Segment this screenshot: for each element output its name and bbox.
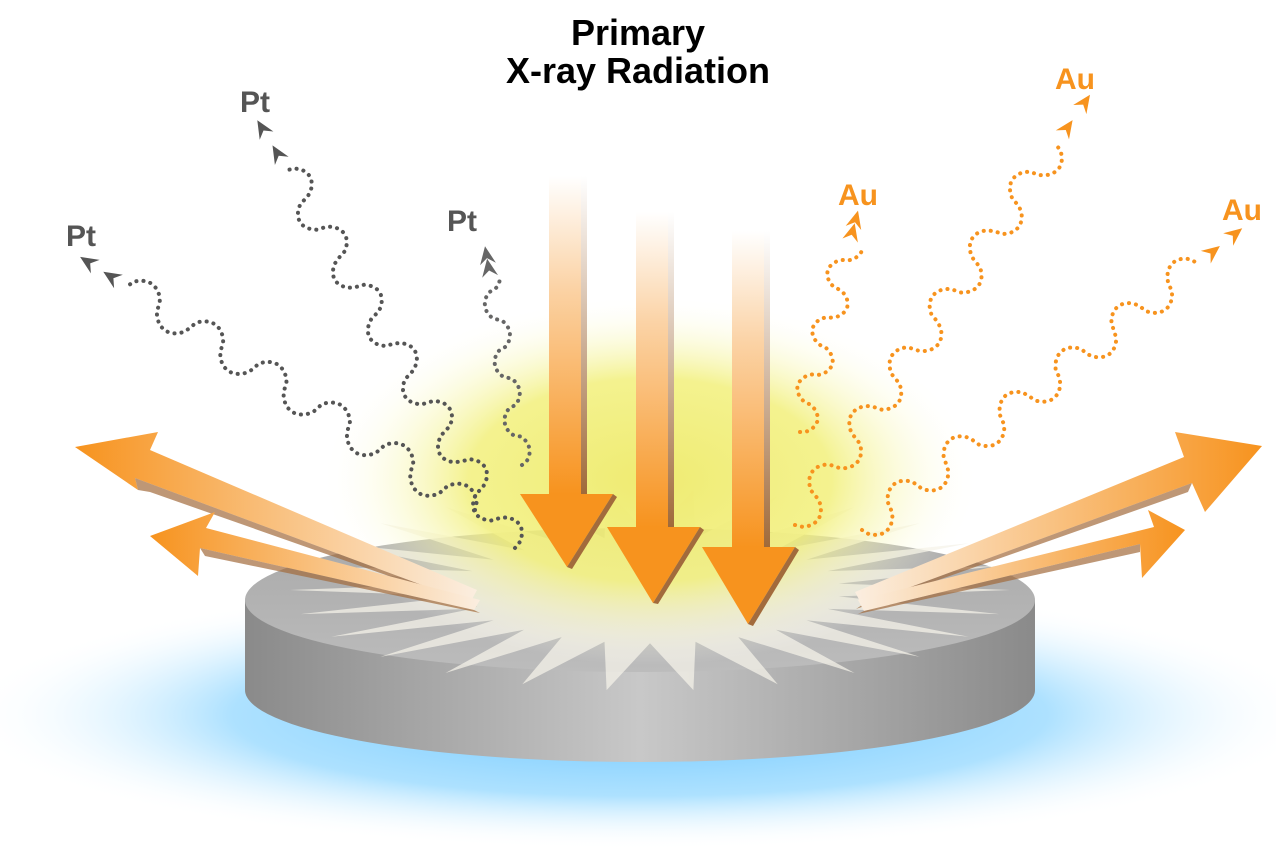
- primary-arrow-2: [607, 212, 704, 604]
- label-pt-center: Pt: [447, 205, 477, 238]
- au-right-wave: [860, 256, 1200, 537]
- label-pt-left: Pt: [66, 220, 96, 253]
- pt-left-wave: [124, 278, 479, 512]
- pt-upper-arrowhead-1: [272, 145, 289, 165]
- au-emission-waves: [793, 94, 1243, 537]
- scatter-arrow-right-lower: [858, 510, 1185, 614]
- pt-emission-waves: [80, 120, 532, 550]
- pt-upper-arrowhead-2: [257, 120, 274, 140]
- label-au-center: Au: [838, 179, 878, 212]
- au-upper-wave: [793, 142, 1064, 529]
- au-upper-arrowhead-1: [1055, 120, 1073, 140]
- au-center-wave: [795, 244, 865, 434]
- au-center-arrowhead-2: [845, 210, 862, 230]
- pt-upper-wave: [285, 166, 524, 550]
- pt-center-arrowhead-2: [480, 246, 496, 266]
- title-line-2: X-ray Radiation: [505, 50, 771, 91]
- scatter-arrow-left-lower: [150, 512, 480, 613]
- primary-arrow-1: [520, 176, 617, 569]
- label-au-upper: Au: [1055, 63, 1095, 96]
- au-center-arrowhead-1: [842, 223, 858, 243]
- scatter-arrow-left-upper: [75, 432, 477, 607]
- diagram-title: Primary X-ray Radiation: [0, 14, 1276, 90]
- label-au-right: Au: [1222, 194, 1262, 227]
- label-pt-upper: Pt: [240, 86, 270, 119]
- pt-left-arrowhead-1: [103, 271, 123, 289]
- au-upper-arrowhead-2: [1073, 94, 1090, 115]
- au-right-arrowhead-2: [1223, 228, 1243, 246]
- title-line-1: Primary: [570, 12, 706, 53]
- pt-left-arrowhead-2: [80, 256, 100, 274]
- primary-arrow-3: [702, 231, 799, 626]
- pt-center-wave: [482, 275, 532, 467]
- scatter-arrow-right-upper: [855, 432, 1262, 609]
- au-right-arrowhead-1: [1200, 246, 1220, 264]
- pt-center-arrowhead-1: [482, 258, 498, 278]
